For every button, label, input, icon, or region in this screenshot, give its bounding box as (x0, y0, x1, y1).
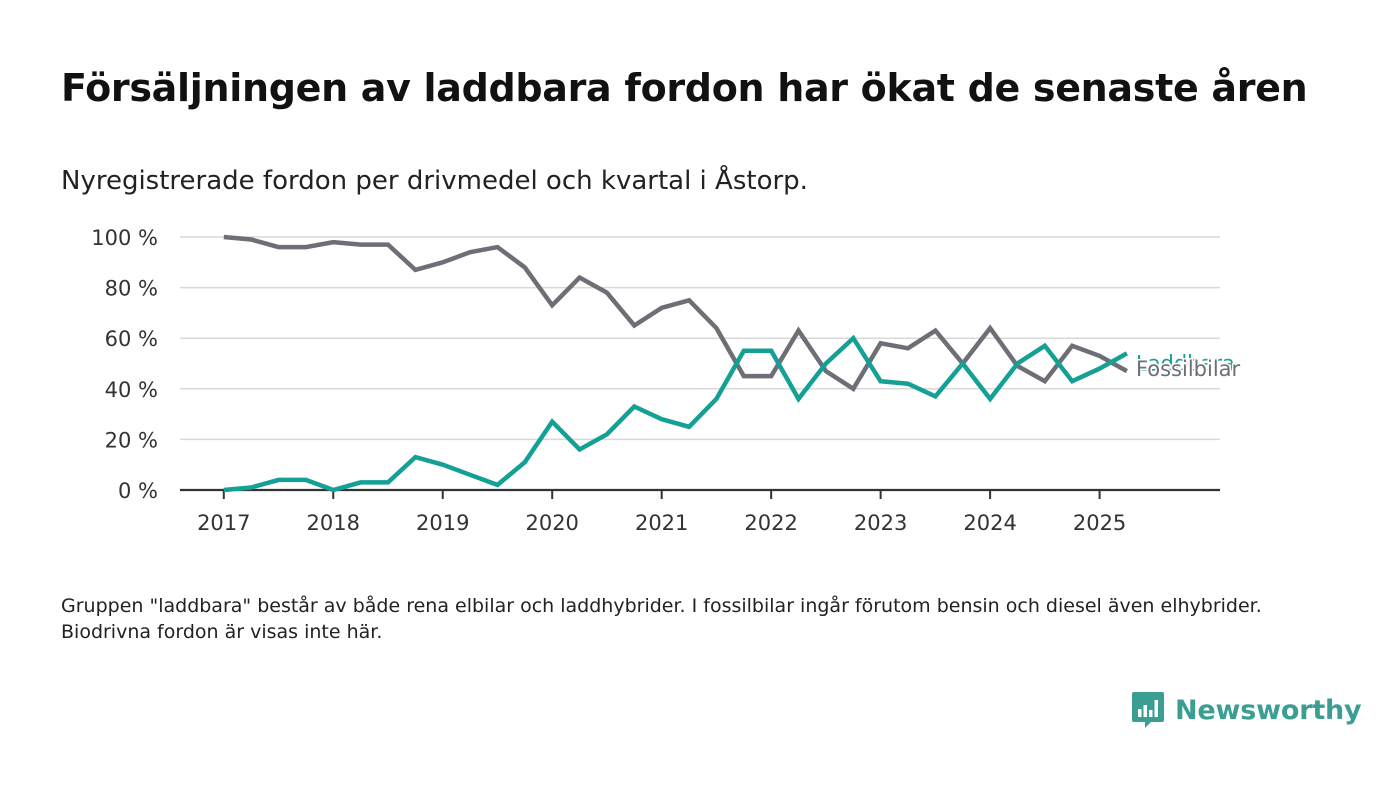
axes: 0 % 20 % 40 % 60 % 80 % 100 % 2017 2018 2019 2020… (91, 226, 1220, 535)
x-tick-label: 2020 (525, 511, 578, 535)
x-tick-label: 2021 (635, 511, 688, 535)
chart-title: Försäljningen av laddbara fordon har öka… (61, 66, 1308, 110)
x-tick-label: 2018 (307, 511, 360, 535)
y-tick-label: 60 % (105, 327, 158, 351)
x-tick-label: 2024 (963, 511, 1016, 535)
y-tick-label: 40 % (105, 378, 158, 402)
newsworthy-logo-icon (1132, 692, 1164, 728)
chart-subtitle: Nyregistrerade fordon per drivmedel och … (61, 166, 808, 196)
x-tick-label: 2017 (197, 511, 250, 535)
brand-name: Newsworthy (1175, 694, 1362, 726)
y-tick-label: 0 % (118, 479, 158, 503)
x-tick-label: 2025 (1073, 511, 1126, 535)
footnote: Gruppen "laddbara" består av både rena e… (61, 595, 1262, 643)
y-tick-label: 100 % (91, 226, 158, 250)
x-tick-label: 2022 (744, 511, 797, 535)
y-tick-label: 20 % (105, 428, 158, 452)
series-lines (223, 234, 1128, 493)
series-label-fossilbilar: Fossilbilar (1136, 357, 1241, 381)
brand-logo: Newsworthy (1131, 690, 1362, 730)
line-chart: 0 % 20 % 40 % 60 % 80 % 100 % 2017 2018 2019 2020… (91, 226, 1242, 535)
y-tick-label: 80 % (105, 277, 158, 301)
gridlines (180, 236, 1220, 441)
series-label-laddbara: Laddbara (1136, 351, 1235, 375)
series-line-laddbara (223, 334, 1128, 493)
x-tick-label: 2019 (416, 511, 469, 535)
x-tick-label: 2023 (854, 511, 907, 535)
series-line-fossilbilar (223, 234, 1128, 392)
